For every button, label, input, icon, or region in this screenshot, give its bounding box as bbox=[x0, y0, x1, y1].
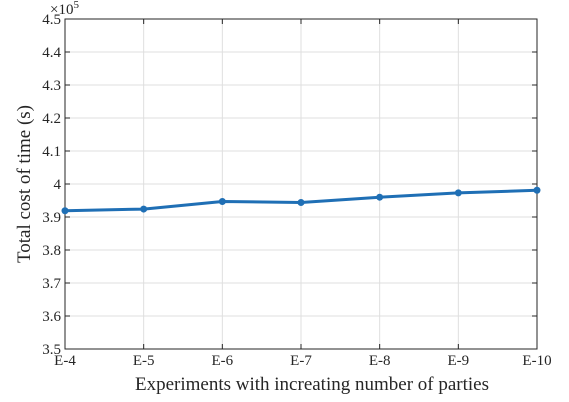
x-tick-label: E-6 bbox=[211, 353, 233, 369]
y-tick-label: 4.2 bbox=[42, 111, 61, 127]
series-group bbox=[61, 186, 541, 215]
x-tick-label: E-10 bbox=[522, 353, 551, 369]
data-point bbox=[533, 186, 541, 194]
data-point bbox=[454, 189, 462, 197]
y-tick-label: 3.5 bbox=[42, 342, 61, 358]
data-point bbox=[61, 207, 69, 215]
y-tick-label: 3.9 bbox=[42, 210, 61, 226]
x-tick-label: E-4 bbox=[54, 353, 76, 369]
data-point bbox=[218, 197, 226, 205]
y-exponent-label: ×105 bbox=[50, 0, 79, 18]
y-axis-title: Total cost of time (s) bbox=[14, 105, 35, 263]
y-tick-label: 3.8 bbox=[42, 243, 61, 259]
x-tick-label: E-8 bbox=[369, 353, 391, 369]
data-point bbox=[297, 198, 305, 206]
y-tick-label: 3.6 bbox=[42, 309, 61, 325]
y-tick-label: 4 bbox=[54, 177, 62, 193]
x-tick-label: E-9 bbox=[447, 353, 469, 369]
y-tick-label: 4.3 bbox=[42, 78, 61, 94]
y-tick-label: 4.1 bbox=[42, 144, 61, 160]
x-axis-title: Experiments with increating number of pa… bbox=[135, 374, 489, 395]
x-axis: E-4 E-5 E-6 E-7 E-8 E-9 E-10 bbox=[54, 19, 552, 369]
grid bbox=[65, 19, 537, 349]
x-tick-label: E-5 bbox=[133, 353, 155, 369]
y-tick-label: 3.7 bbox=[42, 276, 61, 292]
y-axis: 3.5 3.6 3.7 3.8 3.9 4 4.1 4.2 4.3 4.4 4.5 bbox=[42, 12, 537, 358]
x-tick-label: E-7 bbox=[290, 353, 312, 369]
y-tick-label: 4.5 bbox=[42, 12, 61, 28]
data-point bbox=[140, 205, 148, 213]
y-tick-label: 4.4 bbox=[42, 45, 61, 61]
data-point bbox=[376, 193, 384, 201]
